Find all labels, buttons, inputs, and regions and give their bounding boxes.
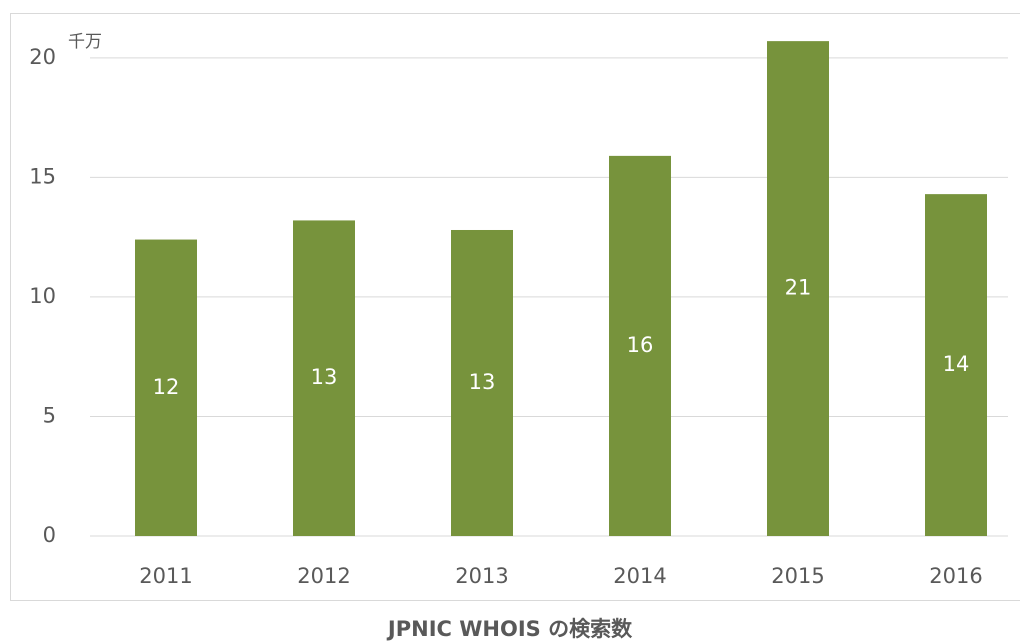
x-tick-label: 2013 <box>455 564 508 588</box>
data-label: 14 <box>943 352 970 376</box>
bar <box>925 194 987 536</box>
y-tick-label: 20 <box>29 45 56 69</box>
y-tick-label: 15 <box>29 164 56 188</box>
data-label: 21 <box>785 276 812 300</box>
x-tick-label: 2015 <box>771 564 824 588</box>
x-tick-label: 2014 <box>613 564 666 588</box>
bar <box>293 220 355 536</box>
bar <box>767 41 829 536</box>
data-label: 12 <box>153 375 180 399</box>
y-unit: 千万 <box>68 32 102 52</box>
bar <box>135 239 197 537</box>
data-label: 13 <box>311 365 338 389</box>
data-label: 13 <box>469 370 496 394</box>
chart-title: JPNIC WHOIS の検索数 <box>386 617 633 641</box>
data-label: 16 <box>627 333 654 357</box>
bar <box>609 155 671 536</box>
bar <box>451 229 513 536</box>
x-tick-label: 2016 <box>929 564 982 588</box>
x-tick-label: 2011 <box>139 564 192 588</box>
y-tick-label: 5 <box>43 403 56 427</box>
x-tick-label: 2012 <box>297 564 350 588</box>
y-tick-label: 0 <box>43 523 56 547</box>
y-tick-label: 10 <box>29 284 56 308</box>
